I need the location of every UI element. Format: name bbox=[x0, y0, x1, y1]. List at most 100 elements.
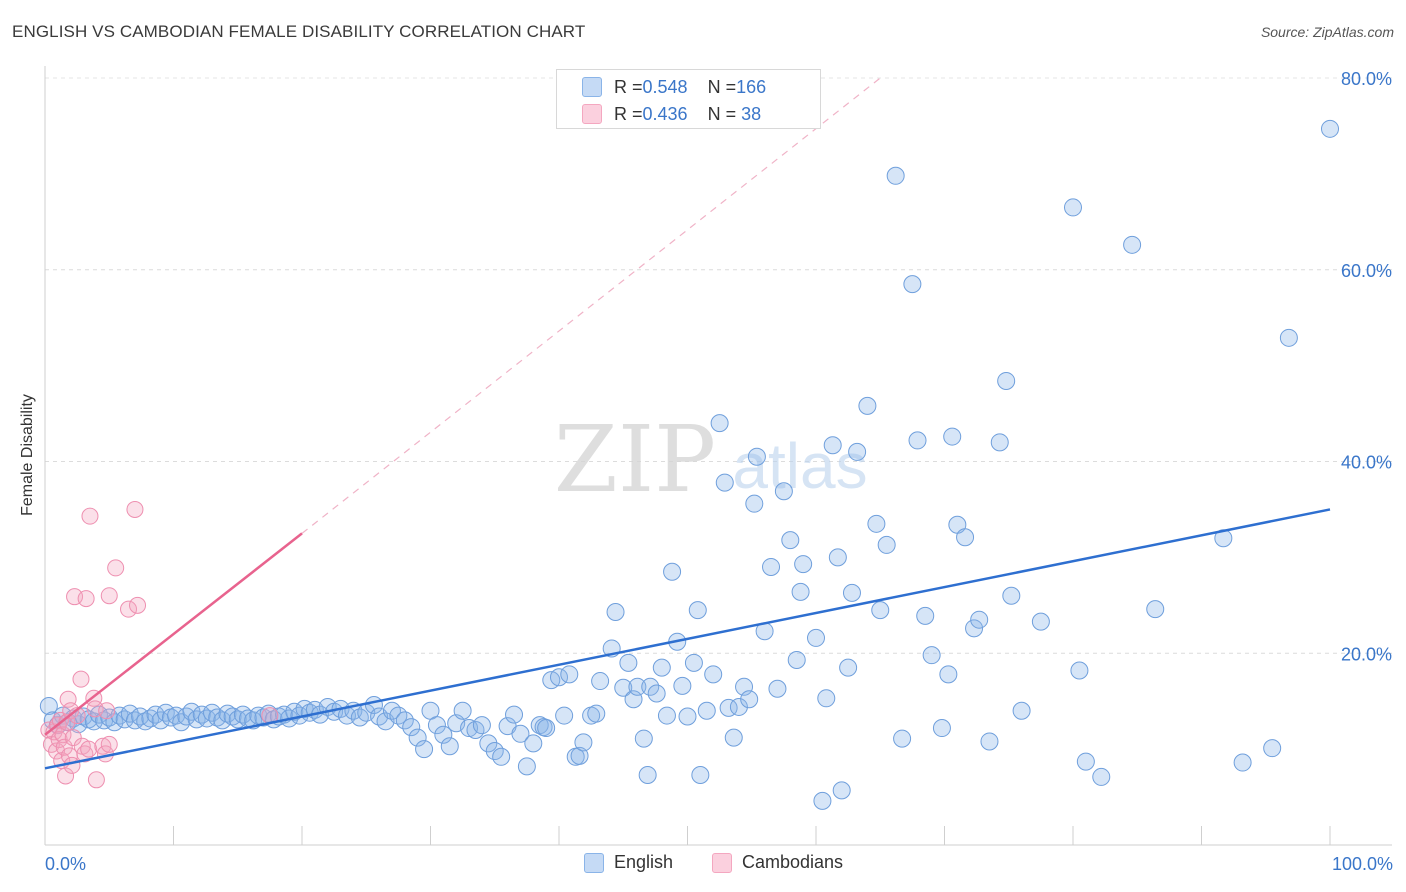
english-point bbox=[505, 705, 524, 724]
english-point bbox=[574, 733, 593, 752]
english-point bbox=[781, 531, 800, 550]
legend-cambodians-swatch bbox=[712, 852, 732, 873]
english-point bbox=[688, 601, 707, 620]
cambodian-point bbox=[63, 756, 81, 774]
english-point bbox=[719, 698, 738, 717]
english-point bbox=[903, 275, 922, 294]
english-point bbox=[395, 711, 414, 730]
english-point bbox=[867, 514, 886, 533]
english-point bbox=[177, 707, 196, 726]
stats-row-english: R = 0.548 N = 166 bbox=[582, 75, 766, 99]
chart-title: ENGLISH VS CAMBODIAN FEMALE DISABILITY C… bbox=[12, 22, 586, 41]
english-point bbox=[641, 677, 660, 696]
english-point bbox=[453, 701, 472, 720]
english-point bbox=[1064, 198, 1082, 217]
cambodian-point bbox=[87, 771, 105, 789]
english-point bbox=[1123, 235, 1142, 254]
english-point bbox=[408, 728, 427, 747]
english-point bbox=[832, 781, 851, 800]
english-point bbox=[762, 557, 781, 576]
english-point bbox=[893, 729, 912, 748]
english-swatch bbox=[582, 77, 602, 97]
english-n-value: 166 bbox=[736, 76, 767, 97]
english-point bbox=[980, 732, 999, 751]
english-point bbox=[537, 719, 556, 738]
english-point bbox=[691, 766, 710, 785]
english-point bbox=[228, 710, 247, 729]
axes bbox=[44, 66, 1392, 846]
english-point bbox=[794, 555, 813, 574]
english-point bbox=[823, 436, 842, 455]
english-point bbox=[673, 676, 692, 695]
cambodian-point bbox=[129, 596, 147, 614]
cambodian-point bbox=[100, 735, 118, 753]
english-point bbox=[208, 708, 227, 727]
cambodian-trendline-extension bbox=[301, 77, 881, 534]
english-point bbox=[1031, 612, 1050, 631]
english-point bbox=[997, 371, 1016, 390]
cambodian-point bbox=[98, 702, 116, 720]
cambodian-n-label: N = bbox=[707, 103, 737, 124]
english-point bbox=[817, 689, 836, 708]
english-point bbox=[774, 482, 793, 501]
cambodian-trendline bbox=[44, 532, 303, 736]
cambodian-point bbox=[55, 738, 73, 756]
cambodian-r-label: R = bbox=[614, 103, 643, 124]
english-point bbox=[970, 610, 989, 629]
english-point bbox=[647, 684, 666, 703]
english-point bbox=[768, 679, 787, 698]
english-point bbox=[492, 747, 511, 766]
english-point bbox=[1076, 752, 1095, 771]
english-point bbox=[440, 737, 459, 756]
english-r-value: 0.548 bbox=[642, 76, 688, 97]
english-point bbox=[828, 548, 847, 567]
english-point bbox=[839, 658, 858, 677]
english-point bbox=[1321, 119, 1339, 138]
trend-lines bbox=[301, 77, 881, 534]
english-point bbox=[606, 603, 625, 622]
legend-item-cambodians[interactable]: Cambodians bbox=[712, 852, 843, 873]
english-point bbox=[939, 665, 958, 684]
english-point bbox=[1092, 767, 1111, 786]
stats-legend: R = 0.548 N = 166 R = 0.436 N = 38 bbox=[556, 69, 821, 129]
english-r-label: R = bbox=[614, 76, 643, 97]
english-point bbox=[842, 583, 861, 602]
english-point bbox=[427, 716, 446, 735]
english-point bbox=[745, 494, 764, 513]
english-point bbox=[747, 447, 766, 466]
english-point bbox=[1012, 701, 1031, 720]
english-point bbox=[1002, 586, 1021, 605]
english-point bbox=[886, 166, 905, 185]
english-point bbox=[524, 734, 543, 753]
english-point bbox=[517, 757, 536, 776]
english-point bbox=[619, 653, 638, 672]
english-point bbox=[197, 709, 216, 728]
english-point bbox=[663, 562, 682, 581]
cambodian-point bbox=[77, 590, 95, 608]
english-point bbox=[858, 396, 877, 415]
english-n-label: N = bbox=[707, 76, 737, 97]
english-point bbox=[434, 725, 453, 744]
english-point bbox=[807, 628, 825, 647]
source-label: Source: ZipAtlas.com bbox=[1260, 24, 1394, 40]
y-tick-label: 40.0% bbox=[1341, 453, 1392, 473]
x-tick-label: 100.0% bbox=[1332, 854, 1393, 874]
stats-row-cambodian: R = 0.436 N = 38 bbox=[582, 102, 761, 126]
english-point bbox=[203, 703, 222, 722]
english-point bbox=[990, 433, 1009, 452]
legend-english-label: English bbox=[614, 852, 674, 872]
english-point bbox=[187, 710, 206, 729]
english-point bbox=[710, 414, 729, 433]
english-point bbox=[932, 719, 951, 738]
english-point bbox=[729, 697, 748, 716]
cambodian-n-value: 38 bbox=[736, 103, 762, 124]
cambodian-point bbox=[80, 740, 98, 758]
cambodian-swatch bbox=[582, 104, 602, 124]
cambodian-point bbox=[72, 670, 90, 688]
english-point bbox=[740, 690, 759, 709]
legend-item-english[interactable]: English bbox=[584, 852, 673, 873]
english-point bbox=[560, 665, 579, 684]
cambodian-point bbox=[126, 500, 144, 518]
watermark: ZIP atlas bbox=[554, 406, 868, 513]
english-point bbox=[908, 431, 927, 450]
